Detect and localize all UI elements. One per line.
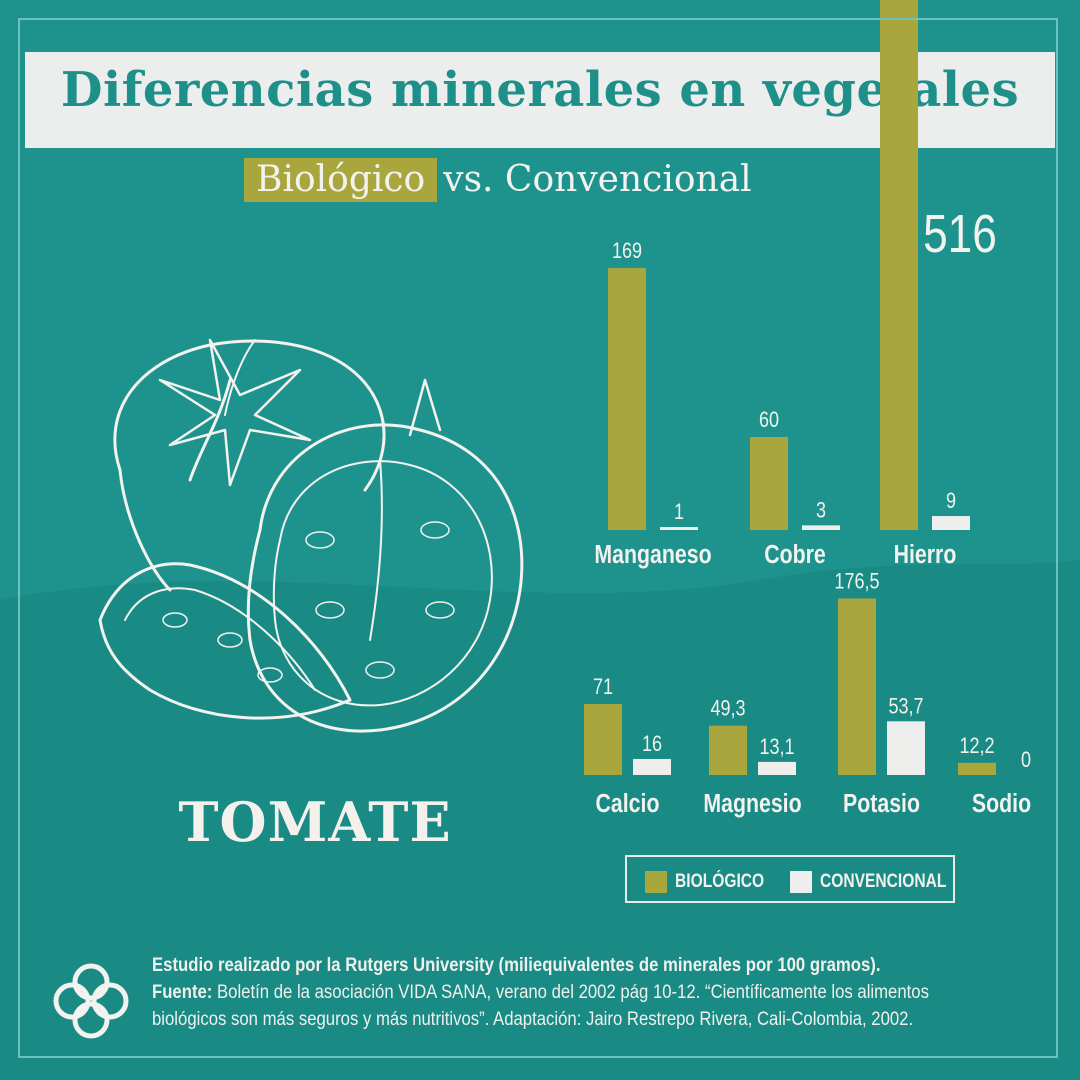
product-label: TOMATE [178,790,452,854]
category-label-cobre: Cobre [764,540,826,570]
chart-title: Diferencias minerales en vegetales [60,62,1020,118]
tomato-illustration-icon [98,338,524,733]
value-label-conventional-magnesio: 13,1 [759,735,794,759]
footer-source-text: Boletín de la asociación VIDA SANA, vera… [212,982,929,1003]
footer-line3: biológicos son más seguros y más nutriti… [152,1009,914,1030]
value-label-conventional-manganeso: 1 [674,500,684,524]
bar-conventional-hierro [932,516,970,530]
value-label-organic-calcio: 71 [593,675,613,699]
legend: BIOLÓGICO CONVENCIONAL [625,855,955,903]
bar-conventional-magnesio [758,761,796,775]
knot-logo-icon [53,963,129,1039]
bar-organic-hierro [880,0,918,530]
value-label-organic-hierro: 516 [923,204,997,264]
value-label-conventional-potasio: 53,7 [888,695,923,719]
bar-organic-magnesio [709,725,747,775]
category-label-magnesio: Magnesio [703,789,801,819]
legend-swatch-organic [645,871,667,893]
legend-label-organic: BIOLÓGICO [675,871,765,892]
value-label-organic-potasio: 176,5 [834,570,879,594]
bar-conventional-cobre [802,525,840,530]
value-label-organic-manganeso: 169 [612,239,642,263]
value-label-conventional-hierro: 9 [946,489,956,513]
value-label-conventional-calcio: 16 [642,732,662,756]
bar-organic-cobre [750,437,788,530]
bar-organic-manganeso [608,268,646,530]
category-label-hierro: Hierro [894,540,957,570]
legend-label-conventional: CONVENCIONAL [820,871,947,892]
bar-organic-calcio [584,704,622,775]
category-label-potasio: Potasio [843,789,920,819]
value-label-conventional-cobre: 3 [816,499,826,523]
footer-notes: Estudio realizado por la Rutgers Univers… [152,952,1052,1033]
category-label-calcio: Calcio [596,789,660,819]
value-label-organic-sodio: 12,2 [959,734,994,758]
chart-subtitle: Biológico vs. Convencional [244,158,752,202]
value-label-conventional-sodio: 0 [1021,748,1031,772]
category-label-manganeso: Manganeso [594,540,711,570]
bar-conventional-manganeso [660,527,698,530]
subtitle-highlight: Biológico [244,158,438,202]
legend-swatch-conventional [790,871,812,893]
bar-organic-potasio [838,598,876,775]
category-label-sodio: Sodio [972,789,1031,819]
subtitle-rest: vs. Convencional [443,159,752,200]
bar-organic-sodio [958,762,996,775]
value-label-organic-cobre: 60 [759,408,779,432]
bar-conventional-potasio [887,721,925,775]
footer-source-label: Fuente: [152,982,213,1003]
footer-line1: Estudio realizado por la Rutgers Univers… [152,955,881,976]
value-label-organic-magnesio: 49,3 [710,697,745,721]
bar-conventional-calcio [633,759,671,775]
